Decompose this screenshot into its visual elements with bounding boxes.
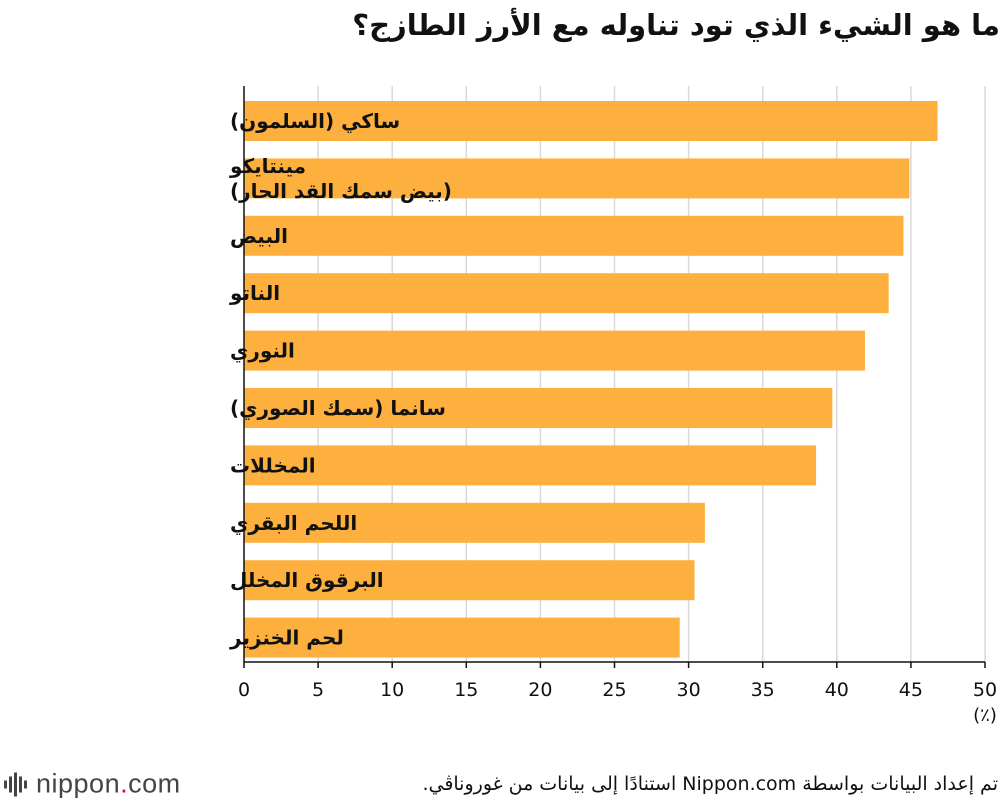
x-tick-label: 45	[899, 679, 923, 701]
source-note: تم إعداد البيانات بواسطة Nippon.com استن…	[422, 773, 998, 795]
bar	[244, 158, 910, 199]
x-tick-label: 50	[973, 679, 997, 701]
chart-title: ما هو الشيء الذي تود تناوله مع الأرز الط…	[352, 8, 1000, 42]
bar	[244, 273, 889, 314]
x-tick-label: 35	[751, 679, 775, 701]
category-label: البيض	[230, 224, 288, 248]
category-label: الناتو	[229, 281, 280, 305]
bar	[244, 617, 680, 658]
x-tick-label: 0	[238, 679, 250, 701]
x-tick-label: 30	[677, 679, 701, 701]
bar	[244, 502, 705, 543]
category-label: اللحم البقري	[230, 511, 357, 536]
bar	[244, 215, 904, 256]
category-label: (بيض سمك القد الحار)	[230, 179, 452, 203]
logo-mark-icon	[4, 772, 27, 796]
bar	[244, 445, 817, 486]
category-label: ساكي (السلمون)	[230, 109, 400, 134]
category-label: النوري	[230, 339, 295, 364]
bar-chart: 0 5 10 15 20 25 30 35 40 45 50 (٪) ساكي (السلمون) مين…	[229, 86, 997, 726]
logo-wordmark: nippon.com	[36, 768, 181, 799]
x-tick-label: 5	[312, 679, 324, 701]
category-label: المخللات	[230, 453, 316, 477]
x-tick-label: 40	[825, 679, 849, 701]
bar	[244, 101, 938, 141]
x-tick-label: 20	[528, 679, 552, 701]
x-tick-label: 10	[380, 679, 404, 701]
unit-label: (٪)	[973, 705, 997, 726]
nippon-logo: nippon.com	[4, 769, 181, 800]
category-label: مينتايكو	[229, 154, 306, 178]
category-label: سانما (سمك الصوري)	[230, 396, 446, 421]
category-label: لحم الخنزير	[229, 626, 344, 650]
x-tick-label: 15	[454, 679, 478, 701]
bar	[244, 560, 695, 601]
bar	[244, 388, 833, 428]
bar	[244, 330, 865, 371]
category-label: البرقوق المخلل	[230, 568, 384, 592]
x-tick-label: 25	[602, 679, 626, 701]
